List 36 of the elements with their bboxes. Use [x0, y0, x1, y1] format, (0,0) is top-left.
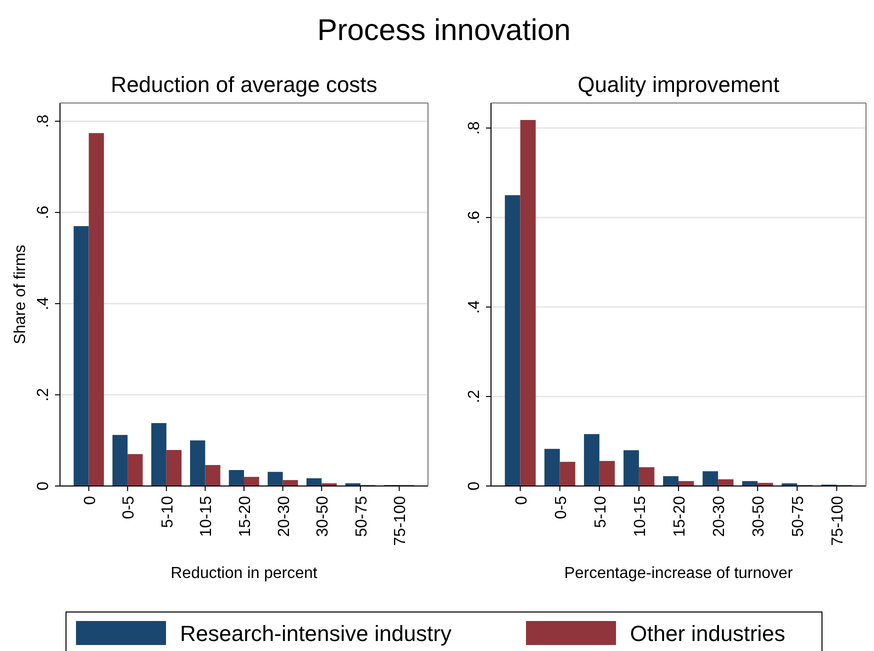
x-tick-label: 20-30: [276, 496, 293, 537]
x-tick-label: 10-15: [198, 496, 216, 537]
x-axis-title: Reduction in percent: [170, 565, 318, 582]
x-tick-label: 30-50: [314, 496, 332, 537]
y-tick-label: .6: [466, 210, 483, 224]
x-tick-label: 50-75: [790, 496, 808, 537]
x-tick-label: 30-50: [750, 496, 768, 537]
x-tick-label: 0-5: [552, 496, 570, 520]
x-tick-label: 10-15: [632, 496, 649, 537]
text: Process innovation: [317, 14, 571, 47]
x-tick-label: 15-20: [672, 496, 688, 537]
chart-title: Quality improvement: [578, 72, 780, 97]
legend-label: Other industries: [630, 621, 786, 646]
y-tick-label: .2: [466, 390, 483, 404]
y-tick-label: .2: [35, 388, 52, 402]
y-tick-label: .4: [466, 300, 483, 314]
x-tick-label: 75-100: [392, 496, 410, 546]
x-tick-label: 0: [513, 496, 530, 505]
y-tick-label: .8: [35, 114, 52, 128]
x-tick-label: 50-75: [353, 496, 370, 537]
y-tick-label: .8: [466, 121, 483, 135]
x-tick-label: 15-20: [237, 496, 254, 537]
y-tick-label: 0: [35, 481, 52, 490]
y-tick-label: 0: [466, 481, 483, 490]
x-axis-title: Percentage-increase of turnover: [564, 565, 794, 582]
x-tick-label: 0-5: [120, 496, 138, 520]
x-tick-label: 20-30: [711, 496, 728, 537]
x-tick-label: 5-10: [159, 496, 176, 528]
y-tick-label: .6: [35, 206, 52, 220]
x-tick-label: 5-10: [592, 496, 610, 528]
x-tick-label: 0: [82, 496, 99, 505]
y-axis-title: Share of firms: [12, 244, 29, 344]
chart-title: Reduction of average costs: [110, 72, 378, 97]
x-tick-label: 75-100: [830, 496, 847, 546]
legend-label: Research-intensive industry: [180, 621, 452, 646]
y-tick-label: .4: [35, 296, 52, 310]
